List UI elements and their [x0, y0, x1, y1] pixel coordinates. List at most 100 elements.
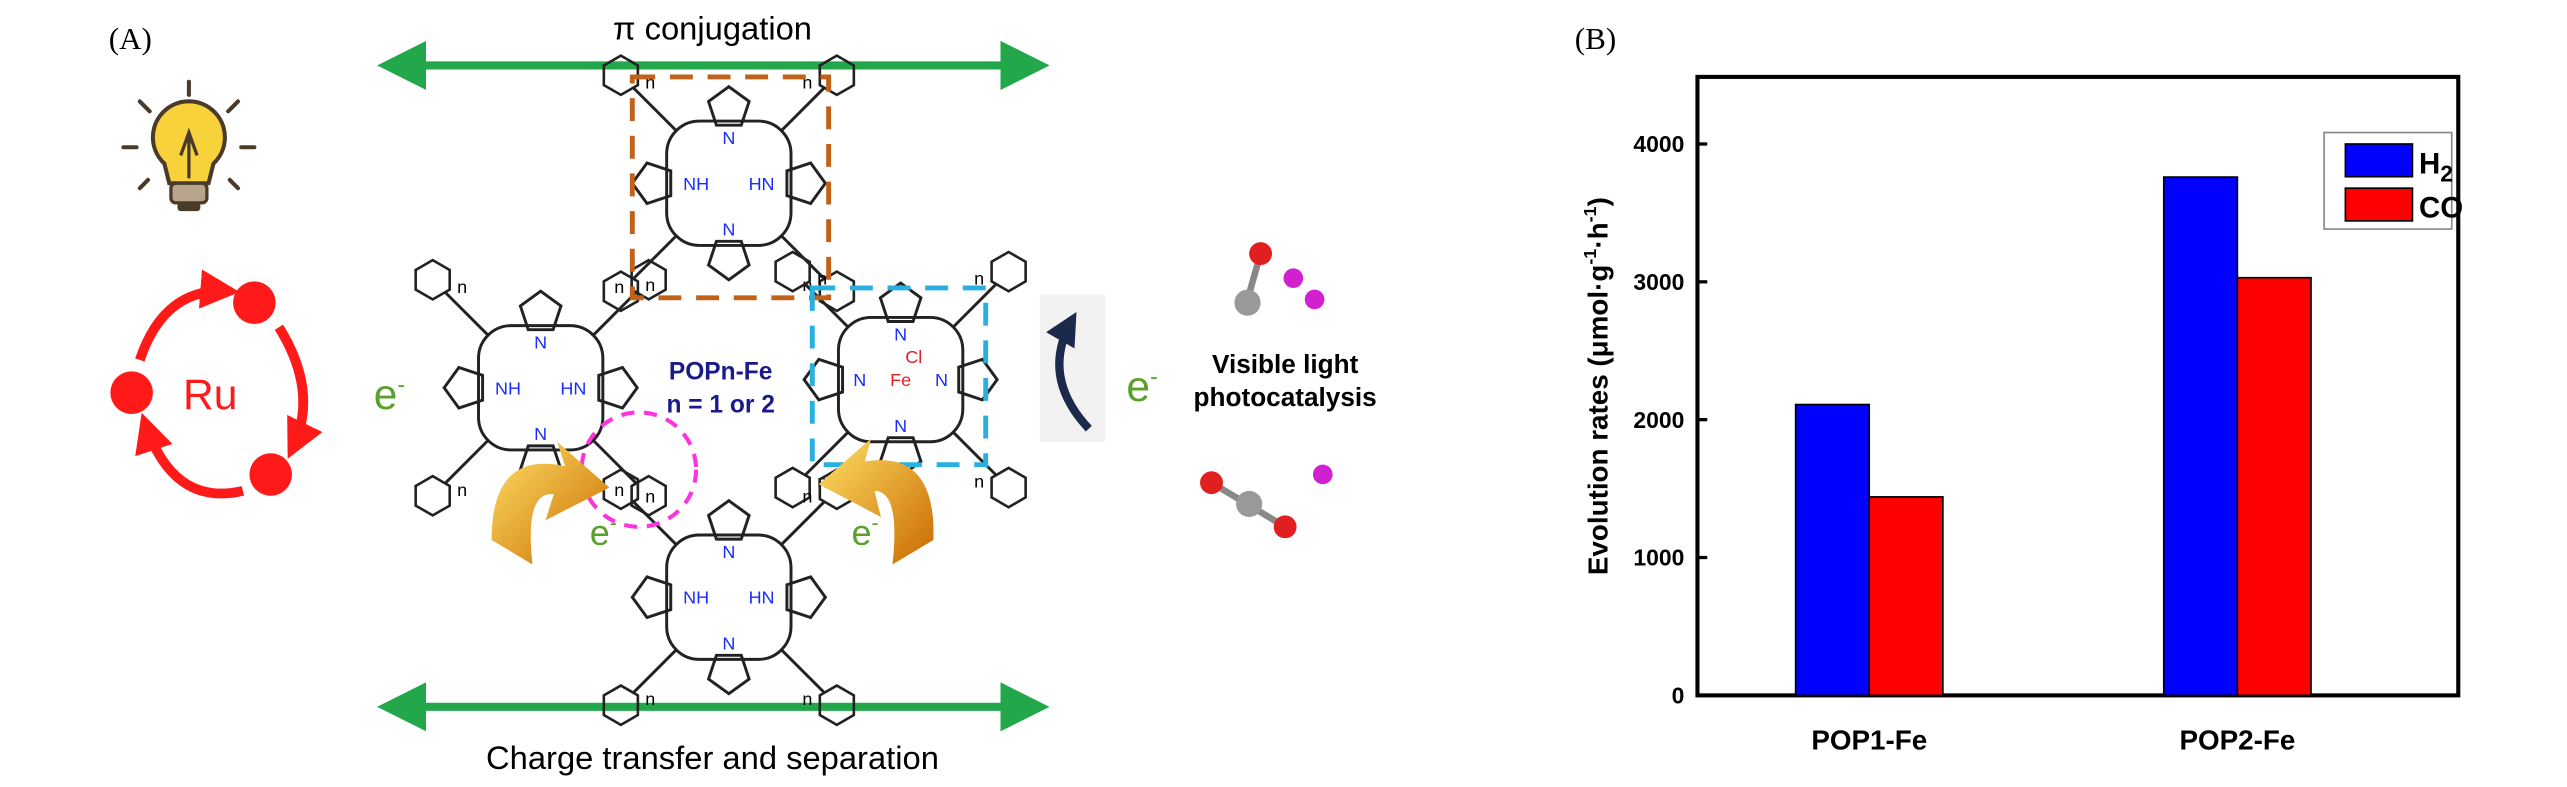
electron-label: e- [1126, 363, 1157, 411]
plot-frame [1695, 74, 2461, 698]
ru-dot [249, 453, 292, 496]
pyrrole-ring [802, 357, 845, 402]
atom-label: N [894, 324, 907, 344]
charge-transfer-label: Charge transfer and separation [486, 739, 939, 776]
phenyl-ring [602, 468, 640, 511]
visible-light-text: Visible light [1212, 349, 1359, 379]
popn-title: POPn-Fe [669, 359, 773, 386]
legend: H2 CO [2323, 131, 2463, 230]
atom-label: N [722, 220, 735, 240]
ru-dot [233, 281, 276, 324]
curved-arrow-icon [491, 441, 610, 565]
atom-label: HN [749, 588, 775, 608]
pi-conjugation-label: π conjugation [613, 9, 812, 46]
pyrrole-ring [878, 281, 923, 323]
electron-label: e- [852, 511, 879, 553]
curved-arrow-icon [1046, 311, 1092, 432]
repeat-n-label: n [457, 277, 467, 297]
pyrrole-ring [597, 365, 640, 410]
porphyrin-unit: n n n n N N NH HN [602, 468, 856, 727]
repeat-n-label: n [645, 72, 655, 92]
phenyl-ring [990, 466, 1027, 509]
atom-label: Cl [905, 347, 922, 367]
legend-label: CO [2419, 192, 2463, 225]
atom-label: N [894, 416, 907, 436]
co2-molecule-icon [1200, 464, 1333, 539]
photocatalysis-text: photocatalysis [1194, 382, 1377, 412]
molecule-icon [1234, 242, 1325, 316]
popn-subtitle: n = 1 or 2 [666, 391, 774, 418]
pyrrole-ring [630, 575, 673, 620]
y-axis-label: Evolution rates (μmol·g-1·h-1) [1580, 197, 1613, 575]
repeat-n-label: n [974, 269, 984, 289]
atom-label: N [534, 333, 547, 353]
repeat-n-label: n [802, 72, 812, 92]
repeat-n-label: n [645, 275, 655, 295]
ru-cycle: Ru [110, 269, 323, 499]
cycle-arrow-icon [135, 412, 245, 499]
curved-arrow-icon [818, 438, 934, 565]
y-tick-label: 2000 [1633, 407, 1684, 433]
pyrrole-ring [630, 161, 673, 206]
repeat-n-label: n [614, 277, 624, 297]
pyrrole-ring [785, 575, 828, 620]
x-tick-label: POP2-Fe [2179, 724, 2295, 755]
ru-label: Ru [183, 371, 237, 419]
repeat-n-label: n [802, 689, 812, 709]
bar-chart: Evolution rates (μmol·g-1·h-1) 0 1000 2000… [1580, 74, 2463, 755]
repeat-n-label: n [457, 480, 467, 500]
orange-dashed-box [629, 74, 832, 301]
phenyl-ring [818, 684, 856, 727]
phenyl-ring [414, 258, 452, 301]
phenyl-ring [990, 250, 1027, 293]
phenyl-ring [602, 270, 640, 313]
repeat-n-label: n [817, 269, 827, 289]
magenta-dashed-circle [579, 410, 699, 529]
repeat-n-label: n [645, 486, 655, 506]
phenyl-ring [414, 474, 452, 517]
atom-label: NH [495, 378, 521, 398]
x-tick-label: POP1-Fe [1811, 724, 1927, 755]
y-tick-label: 1000 [1633, 545, 1684, 571]
atom-label: HN [749, 174, 775, 194]
pyrrole-ring [785, 161, 828, 206]
pyrrole-ring [706, 84, 751, 127]
atom-label: N [722, 542, 735, 562]
phenyl-ring [774, 466, 811, 509]
pyrrole-ring [706, 498, 751, 541]
electron-label: e- [374, 371, 405, 419]
legend-swatch [2344, 187, 2414, 222]
panel-a-label: (A) [109, 21, 152, 56]
atom-label: NH [683, 174, 709, 194]
atom-label: Fe [890, 370, 911, 390]
phenyl-ring [818, 54, 856, 97]
phenyl-ring [602, 684, 640, 727]
bar-co-pop2-fe [2236, 276, 2312, 697]
porphyrin-unit: n n n n N N NH HN [602, 54, 856, 313]
porphyrin-network: nnnnNNNHHNnnnnNNNHHNnnnnNNNNFeClnnnnNNNH… [414, 54, 1027, 727]
bar-h2-pop2-fe [2162, 176, 2239, 697]
legend-label: H2 [2419, 147, 2453, 186]
cycle-arrow-icon [135, 269, 240, 362]
atom-label: N [534, 424, 547, 444]
legend-swatch [2344, 143, 2414, 178]
repeat-n-label: n [802, 486, 812, 506]
cycle-arrow-icon [274, 324, 323, 459]
atom-label: N [722, 634, 735, 654]
atom-label: N [935, 370, 948, 390]
bar-co-pop1-fe [1868, 496, 1944, 697]
ru-dot [110, 371, 153, 414]
atom-label: HN [560, 378, 586, 398]
pyrrole-ring [957, 357, 999, 402]
atom-label: NH [683, 588, 709, 608]
atom-label: N [853, 370, 866, 390]
y-tick-label: 4000 [1633, 131, 1684, 157]
pyrrole-ring [518, 289, 563, 332]
panel-b-label: (B) [1575, 21, 1616, 56]
atom-label: N [722, 128, 735, 148]
y-tick-label: 0 [1672, 683, 1685, 709]
repeat-n-label: n [974, 472, 984, 492]
pyrrole-ring [706, 239, 751, 282]
y-tick-label: 3000 [1633, 269, 1684, 295]
